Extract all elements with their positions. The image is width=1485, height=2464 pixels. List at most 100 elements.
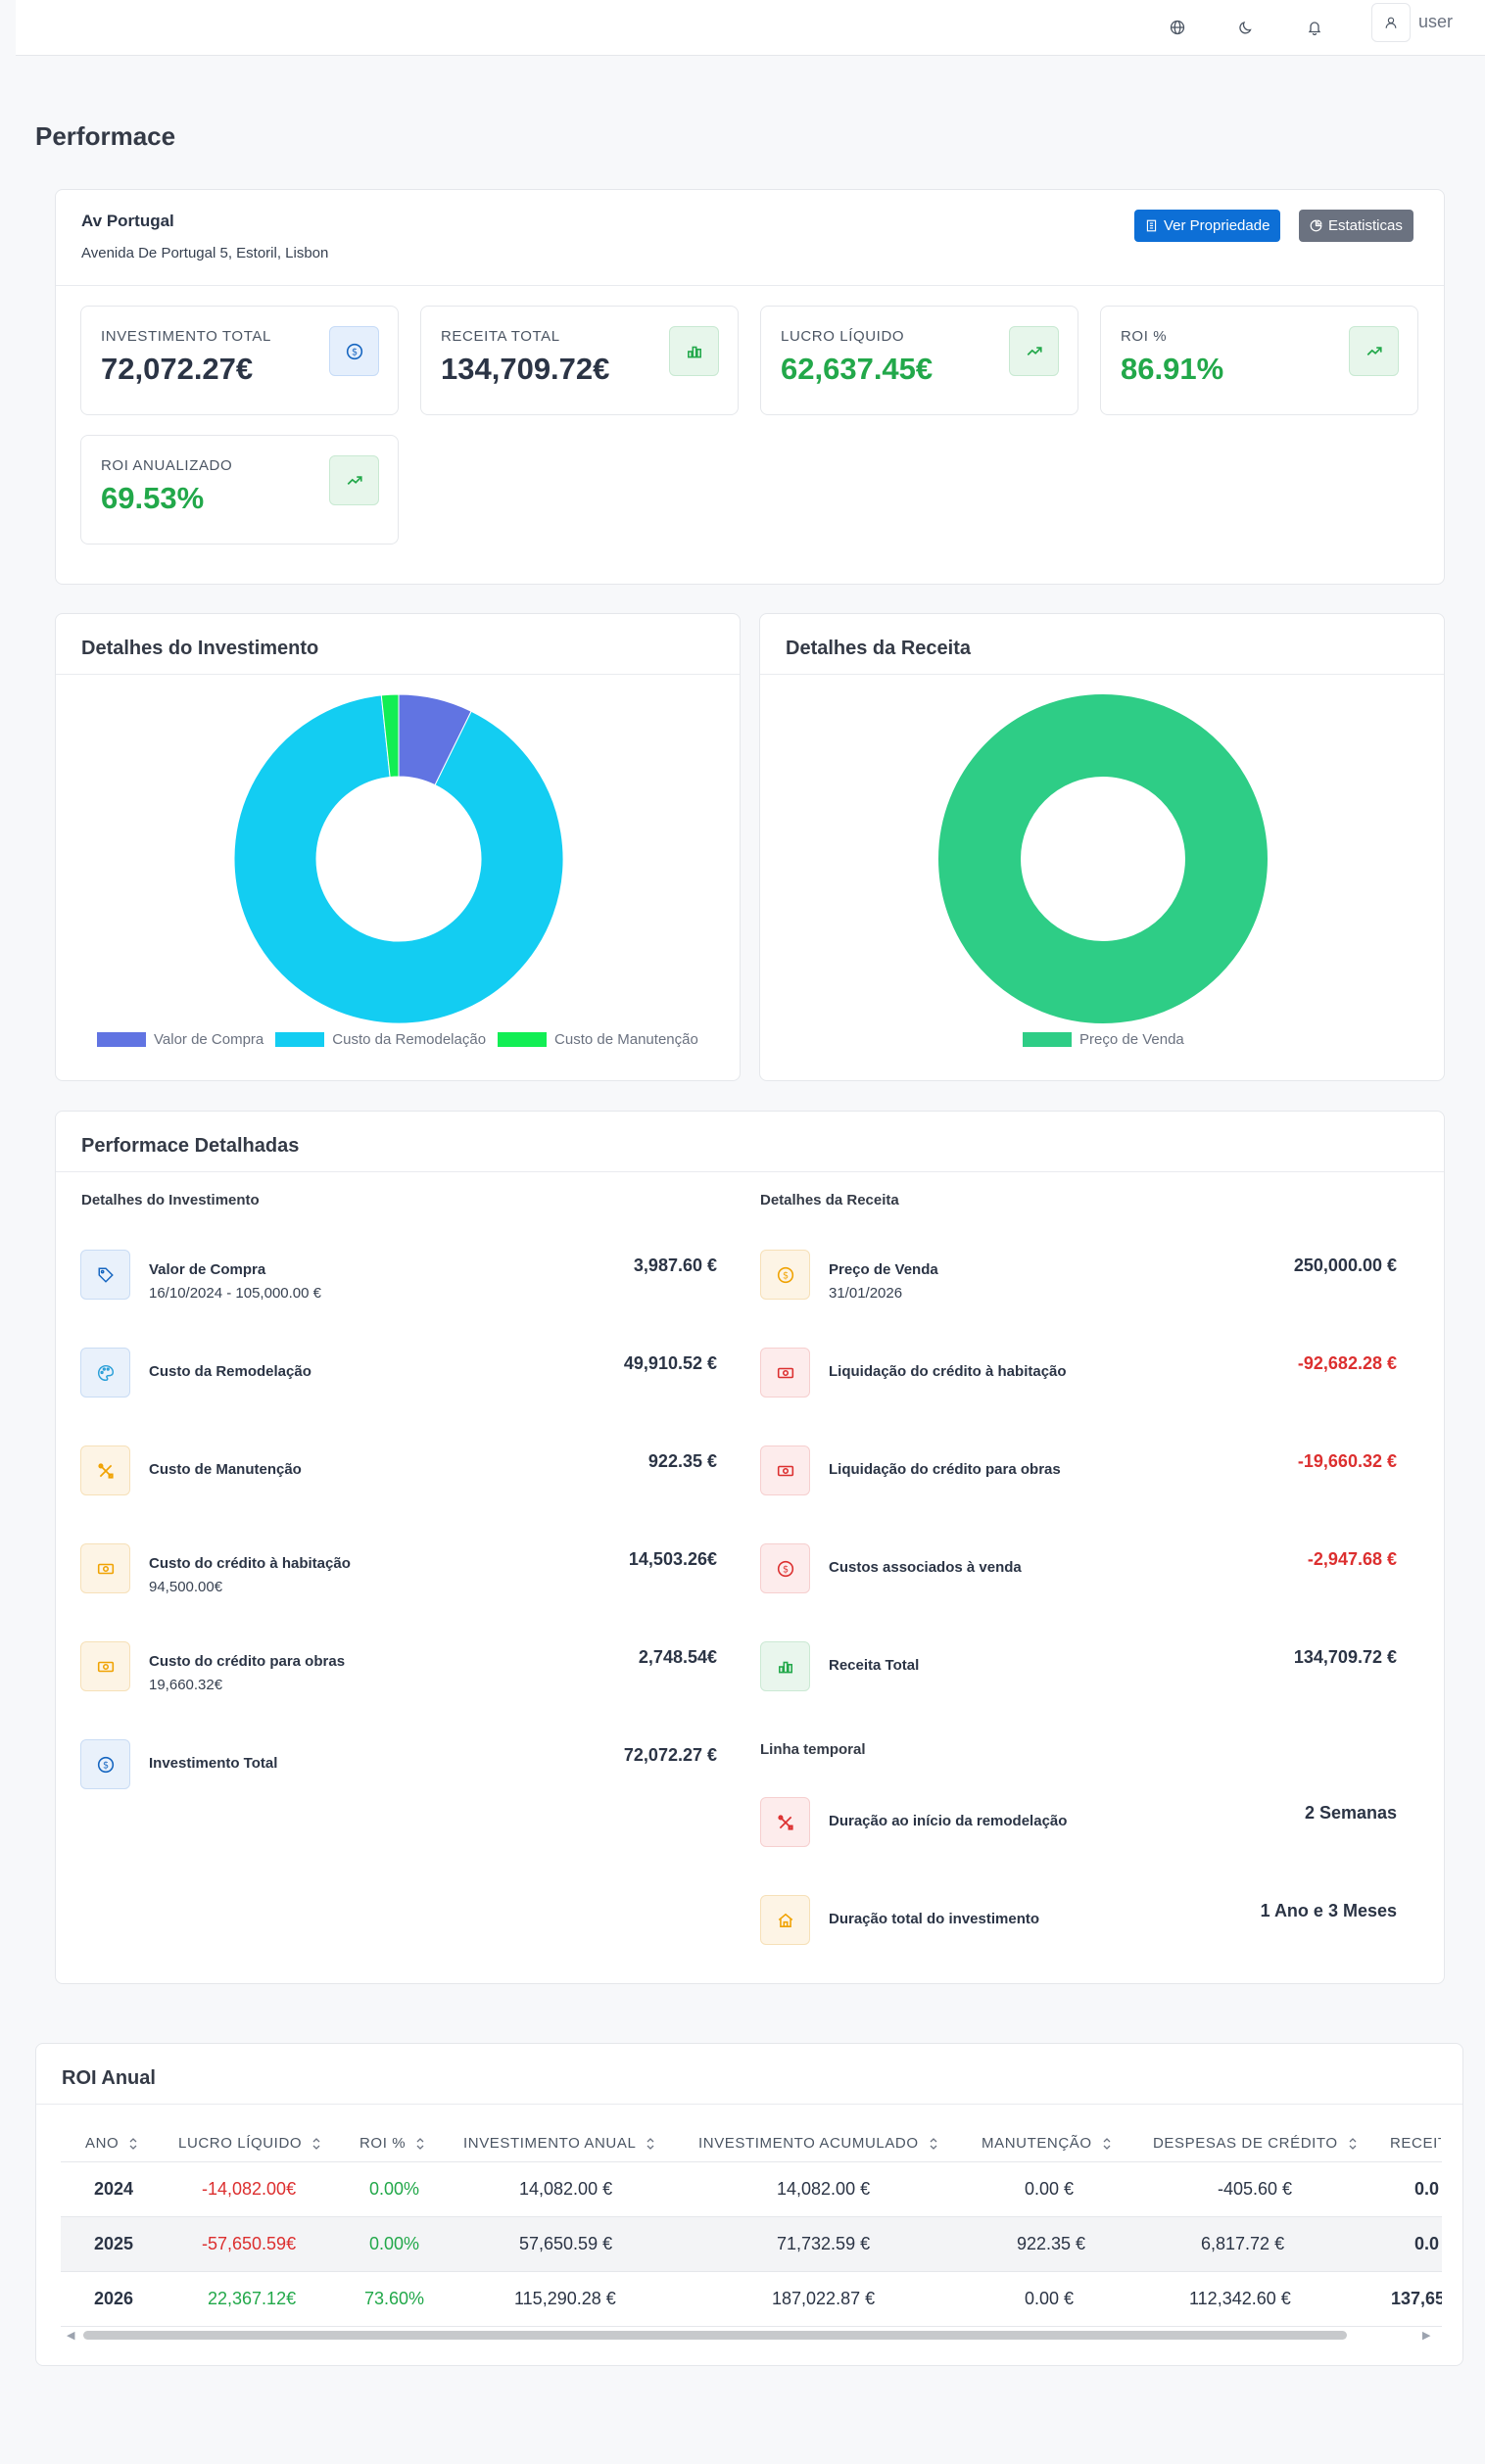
money-icon [760,1445,810,1495]
detail-value: 1 Ano e 3 Meses [1260,1901,1397,1920]
globe-icon[interactable] [1164,14,1191,41]
pie-chart-icon [1310,219,1322,232]
stat-roi: ROI % 86.91% [1100,306,1418,415]
revenue-row-liquidacao-obras: Liquidação do crédito para obras -19,660… [760,1445,1397,1496]
cell-receita: 0.0 [1414,2179,1440,2199]
sort-icon [129,2137,137,2150]
timeline-row-remodelacao: Duração ao início da remodelação 2 Seman… [760,1797,1397,1848]
property-card: Av Portugal Avenida De Portugal 5, Estor… [55,189,1445,585]
legend-item[interactable]: Valor de Compra [97,1031,263,1048]
investment-row-manutencao: Custo de Manutenção 922.35 € [80,1445,717,1496]
coin-icon: $ [760,1543,810,1593]
svg-text:$: $ [782,1564,788,1575]
slice-custo-da-remodela-o[interactable] [233,694,564,1024]
col-manutencao[interactable]: MANUTENÇÃO [982,2135,1112,2152]
slice-custo-de-manuten-o[interactable] [380,693,400,779]
top-bar: user [16,0,1485,56]
cell-anual: 115,290.28 € [514,2289,616,2308]
dollar-icon: $ [329,326,379,376]
table-header-row [61,2115,1442,2162]
detail-value: -2,947.68 € [1307,1549,1397,1569]
cell-manutencao: 0.00 € [1025,2289,1075,2308]
detail-label: Duração ao início da remodelação [829,1813,1068,1829]
revenue-chart-title: Detalhes da Receita [786,638,971,659]
cell-credito: 6,817.72 € [1201,2234,1285,2253]
col-receita[interactable]: RECEIT [1390,2135,1441,2152]
cell-roi: 73.60% [364,2289,425,2308]
trend-up-icon [1009,326,1059,376]
detail-sub: 94,500.00€ [149,1579,223,1595]
investment-row-compra: Valor de Compra 16/10/2024 - 105,000.00 … [80,1250,717,1302]
table-row [61,2162,1442,2217]
detail-value: 3,987.60 € [633,1256,717,1275]
cell-lucro: 22,367.12€ [208,2289,297,2308]
revenue-legend: Preço de Venda [1023,1031,1196,1048]
money-icon [80,1641,130,1691]
cell-manutencao: 0.00 € [1025,2179,1075,2199]
cell-credito: -405.60 € [1218,2179,1293,2199]
statistics-button[interactable]: Estatisticas [1299,210,1413,242]
cell-receita: 137,65 [1391,2289,1442,2308]
legend-item[interactable]: Custo de Manutenção [498,1031,698,1048]
col-label: RECEIT [1390,2135,1441,2152]
col-ano[interactable]: ANO [85,2135,138,2152]
table-row [61,2217,1442,2272]
detailed-performance-card: Performace Detalhadas Detalhes do Invest… [55,1111,1445,1984]
legend-label: Custo de Manutenção [554,1031,698,1048]
trend-up-icon [1349,326,1399,376]
legend-item[interactable]: Custo da Remodelação [275,1031,486,1048]
detailed-title: Performace Detalhadas [81,1135,300,1157]
user-name[interactable]: user [1418,12,1454,31]
moon-icon[interactable] [1232,14,1260,41]
cell-manutencao: 922.35 € [1017,2234,1086,2253]
detail-label: Custos associados à venda [829,1559,1022,1576]
scroll-right-icon[interactable]: ▶ [1422,2330,1431,2342]
stat-label: ROI % [1121,328,1168,345]
col-label: DESPESAS DE CRÉDITO [1153,2135,1338,2152]
col-label: INVESTIMENTO ACUMULADO [698,2135,919,2152]
col-investimento-anual[interactable]: INVESTIMENTO ANUAL [463,2135,655,2152]
detail-label: Liquidação do crédito à habitação [829,1363,1067,1380]
cell-anual: 14,082.00 € [519,2179,613,2199]
page-title: Performace [35,121,176,151]
palette-icon [80,1348,130,1398]
detail-value: 49,910.52 € [623,1353,717,1373]
slice-pre-o-de-venda[interactable] [938,694,1268,1023]
detail-value: 922.35 € [647,1451,717,1471]
legend-swatch [275,1032,325,1047]
bar-chart-icon [669,326,719,376]
col-despesas-credito[interactable]: DESPESAS DE CRÉDITO [1153,2135,1358,2152]
detail-value: 250,000.00 € [1293,1256,1397,1275]
legend-swatch [498,1032,548,1047]
investment-row-credito-habitacao: Custo do crédito à habitação 94,500.00€ … [80,1543,717,1595]
user-avatar[interactable] [1371,3,1411,42]
scrollbar-thumb[interactable] [83,2331,1347,2340]
detail-value: 2,748.54€ [638,1647,717,1667]
col-lucro[interactable]: LUCRO LÍQUIDO [178,2135,321,2152]
detail-label: Valor de Compra [149,1261,266,1278]
sort-icon [416,2137,424,2150]
stat-value: 86.91% [1121,352,1224,386]
legend-item[interactable]: Preço de Venda [1023,1031,1184,1048]
revenue-chart-card: Detalhes da Receita Preço de Venda [759,613,1445,1081]
view-property-button[interactable]: Ver Propriedade [1134,210,1281,242]
timeline-header: Linha temporal [760,1741,866,1758]
detail-label: Custo da Remodelação [149,1363,311,1380]
stat-investimento-total: INVESTIMENTO TOTAL 72,072.27€ $ [80,306,399,415]
property-name: Av Portugal [81,212,174,230]
cell-ano: 2026 [94,2289,134,2308]
revenue-details-header: Detalhes da Receita [760,1192,899,1208]
bell-icon[interactable] [1301,14,1328,41]
card-header [760,614,1444,675]
scroll-left-icon[interactable]: ◀ [67,2330,75,2342]
money-icon [760,1348,810,1398]
stat-label: ROI ANUALIZADO [101,457,233,474]
detail-sub: 16/10/2024 - 105,000.00 € [149,1285,321,1302]
dollar-icon: $ [80,1739,130,1789]
col-roi[interactable]: ROI % [359,2135,425,2152]
col-label: ROI % [359,2135,407,2152]
roi-anual-title: ROI Anual [62,2067,156,2089]
col-label: ANO [85,2135,120,2152]
tools-icon [80,1445,130,1495]
col-investimento-acumulado[interactable]: INVESTIMENTO ACUMULADO [698,2135,938,2152]
